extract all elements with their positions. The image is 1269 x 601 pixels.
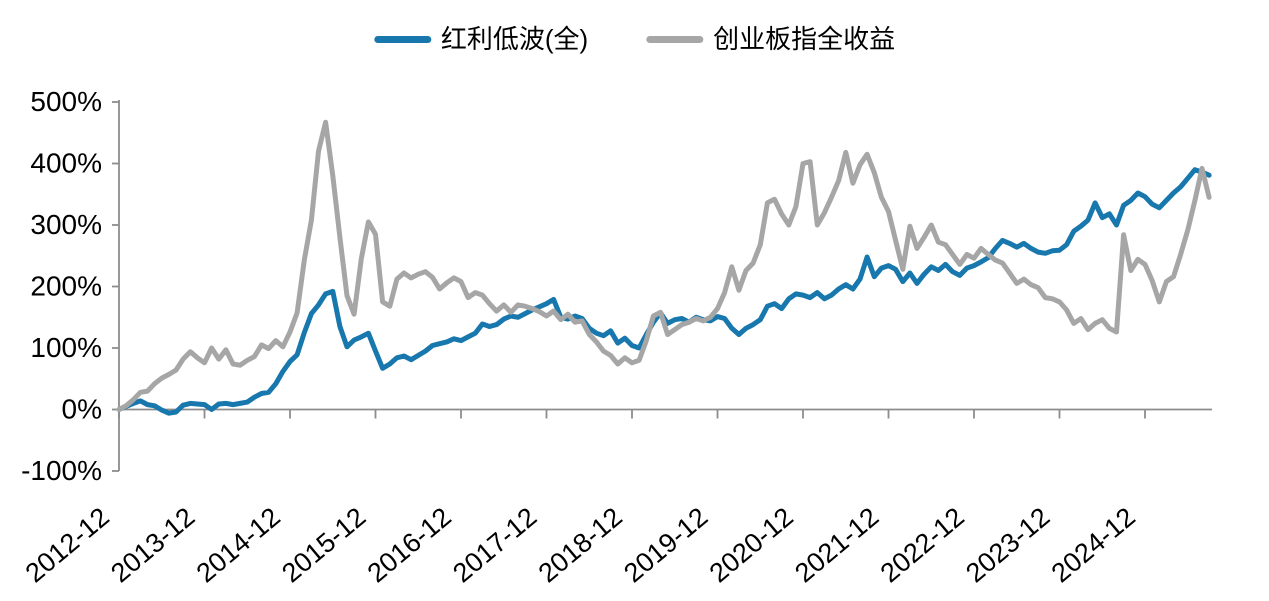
y-tick-label: 200% xyxy=(30,271,102,302)
x-tick-label: 2020-12 xyxy=(704,502,799,589)
legend-label-series1: 红利低波(全) xyxy=(440,24,589,54)
chart-legend: 红利低波(全) 创业板指全收益 xyxy=(373,24,895,54)
y-tick-label: 300% xyxy=(30,209,102,240)
x-tick-label: 2019-12 xyxy=(618,502,713,589)
legend-item-series2: 创业板指全收益 xyxy=(646,26,895,52)
legend-swatch-series2 xyxy=(646,35,704,43)
legend-item-series1: 红利低波(全) xyxy=(373,24,589,54)
y-tick-label: 100% xyxy=(30,332,102,363)
x-tick-label: 2022-12 xyxy=(875,502,970,589)
y-tick-label: 500% xyxy=(30,86,102,117)
y-tick-label: -100% xyxy=(21,455,102,486)
legend-label-series2: 创业板指全收益 xyxy=(713,24,896,54)
x-tick-label: 2021-12 xyxy=(789,502,884,589)
x-tick-label: 2018-12 xyxy=(533,502,628,589)
x-tick-label: 2016-12 xyxy=(362,502,457,589)
x-tick-label: 2013-12 xyxy=(105,502,200,589)
x-tick-label: 2024-12 xyxy=(1046,502,1141,589)
x-tick-label: 2023-12 xyxy=(960,502,1055,589)
x-tick-label: 2015-12 xyxy=(276,502,371,589)
series-line-dividend-lowvol xyxy=(116,167,1212,416)
y-tick-label: 0% xyxy=(62,394,102,425)
x-tick-label: 2014-12 xyxy=(191,502,286,589)
y-tick-label: 400% xyxy=(30,148,102,179)
x-tick-label: 2012-12 xyxy=(20,502,115,589)
x-tick-label: 2017-12 xyxy=(447,502,542,589)
legend-swatch-series1 xyxy=(373,35,431,43)
series-line-chinext-totalreturn xyxy=(116,119,1212,412)
